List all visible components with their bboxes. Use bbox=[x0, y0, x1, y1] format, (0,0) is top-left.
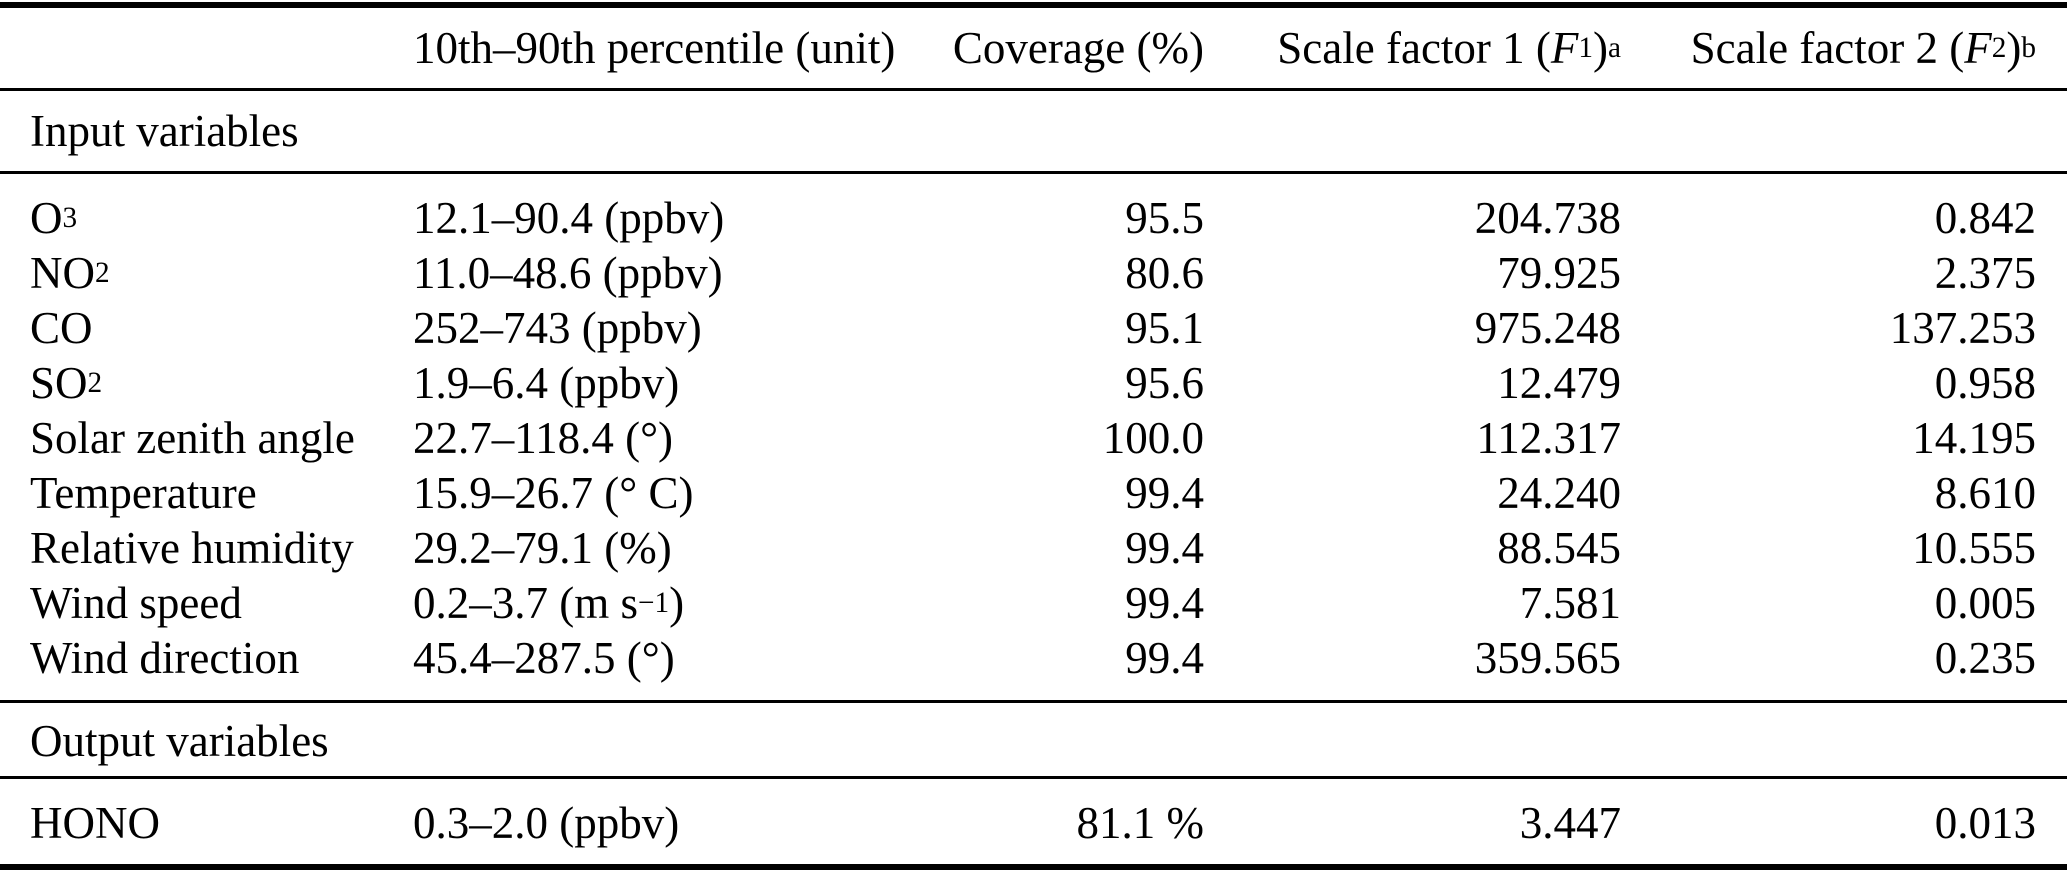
cell-scale-factor-2: 8.610 bbox=[1934, 467, 2036, 518]
cell-scale-factor-1: 204.738 bbox=[1474, 192, 1621, 243]
column-header-scale-factor-2: Scale factor 2 (F 2) b bbox=[1690, 23, 2036, 73]
cell-coverage: 80.6 bbox=[1125, 247, 1204, 298]
table-rule-below-input-title bbox=[0, 171, 2067, 174]
cell-scale-factor-2: 0.235 bbox=[1934, 632, 2036, 683]
cell-percentile: 22.7–118.4 (°) bbox=[413, 412, 674, 463]
cell-scale-factor-2: 14.195 bbox=[1912, 412, 2036, 463]
cell-coverage: 81.1 % bbox=[1076, 798, 1205, 848]
table-row: Wind speed 0.2–3.7 (m s −1) 99.4 7.581 0.005 bbox=[0, 575, 2067, 630]
cell-scale-factor-2: 0.005 bbox=[1934, 577, 2036, 628]
table-row: O 3 12.1–90.4 (ppbv) 95.5 204.738 0.842 bbox=[0, 190, 2067, 245]
table-row: Relative humidity 29.2–79.1 (%) 99.4 88.545… bbox=[0, 520, 2067, 575]
cell-variable: Wind direction bbox=[30, 632, 300, 683]
cell-percentile: 11.0–48.6 (ppbv) bbox=[413, 247, 723, 298]
cell-percentile: 45.4–287.5 (°) bbox=[413, 632, 675, 683]
cell-scale-factor-1: 359.565 bbox=[1474, 632, 1621, 683]
table-row: NO 2 11.0–48.6 (ppbv) 80.6 79.925 2.375 bbox=[0, 245, 2067, 300]
cell-scale-factor-1: 7.581 bbox=[1519, 577, 1621, 628]
table-row: Wind direction 45.4–287.5 (°) 99.4 359.565 0… bbox=[0, 630, 2067, 685]
cell-variable: CO bbox=[30, 302, 93, 353]
cell-variable: Relative humidity bbox=[30, 522, 354, 573]
cell-coverage: 95.6 bbox=[1125, 357, 1204, 408]
column-header-variable bbox=[30, 10, 400, 86]
cell-scale-factor-1: 975.248 bbox=[1474, 302, 1621, 353]
table-row: CO 252–743 (ppbv) 95.1 975.248 137.253 bbox=[0, 300, 2067, 355]
cell-coverage: 99.4 bbox=[1125, 467, 1204, 518]
cell-scale-factor-2: 0.842 bbox=[1934, 192, 2036, 243]
cell-percentile: 12.1–90.4 (ppbv) bbox=[413, 192, 725, 243]
cell-percentile: 0.2–3.7 (m s −1) bbox=[413, 577, 685, 628]
table-header-row: 10th–90th percentile (unit) Coverage (%)… bbox=[0, 10, 2067, 86]
cell-percentile: 252–743 (ppbv) bbox=[413, 302, 702, 353]
cell-coverage: 95.5 bbox=[1125, 192, 1204, 243]
output-variables-rows: HONO 0.3–2.0 (ppbv) 81.1 % 3.447 0.013 bbox=[0, 788, 2067, 858]
table-row: Solar zenith angle 22.7–118.4 (°) 100.0 112… bbox=[0, 410, 2067, 465]
table-rule-above-output-title bbox=[0, 700, 2067, 703]
cell-percentile: 1.9–6.4 (ppbv) bbox=[413, 357, 680, 408]
cell-variable: SO 2 bbox=[30, 357, 103, 408]
column-header-percentile: 10th–90th percentile (unit) bbox=[413, 23, 896, 73]
cell-scale-factor-1: 12.479 bbox=[1497, 357, 1621, 408]
table-row: HONO 0.3–2.0 (ppbv) 81.1 % 3.447 0.013 bbox=[0, 788, 2067, 858]
column-header-coverage: Coverage (%) bbox=[952, 23, 1204, 73]
cell-scale-factor-2: 10.555 bbox=[1912, 522, 2036, 573]
table-rule-below-output-title bbox=[0, 776, 2067, 779]
cell-coverage: 99.4 bbox=[1125, 522, 1204, 573]
cell-scale-factor-1: 88.545 bbox=[1497, 522, 1621, 573]
cell-percentile: 0.3–2.0 (ppbv) bbox=[413, 798, 680, 848]
section-title-input-variables: Input variables bbox=[30, 106, 299, 156]
cell-scale-factor-2: 0.958 bbox=[1934, 357, 2036, 408]
input-variables-rows: O 3 12.1–90.4 (ppbv) 95.5 204.738 0.842 NO 2 11.… bbox=[0, 190, 2067, 685]
cell-variable: Temperature bbox=[30, 467, 257, 518]
cell-coverage: 100.0 bbox=[1102, 412, 1204, 463]
table-row: SO 2 1.9–6.4 (ppbv) 95.6 12.479 0.958 bbox=[0, 355, 2067, 410]
cell-variable: HONO bbox=[30, 798, 160, 848]
column-header-scale-factor-1: Scale factor 1 (F 1) a bbox=[1277, 23, 1621, 73]
cell-percentile: 29.2–79.1 (%) bbox=[413, 522, 672, 573]
cell-scale-factor-1: 3.447 bbox=[1519, 798, 1621, 848]
cell-scale-factor-1: 112.317 bbox=[1476, 412, 1621, 463]
table-rule-bottom bbox=[0, 864, 2067, 870]
table-rule-top bbox=[0, 2, 2067, 8]
table-row: Temperature 15.9–26.7 (° C) 99.4 24.240 8.61… bbox=[0, 465, 2067, 520]
cell-scale-factor-2: 0.013 bbox=[1934, 798, 2036, 848]
cell-coverage: 95.1 bbox=[1125, 302, 1204, 353]
table-rule-below-header bbox=[0, 88, 2067, 91]
cell-coverage: 99.4 bbox=[1125, 632, 1204, 683]
cell-scale-factor-1: 24.240 bbox=[1497, 467, 1621, 518]
section-title-output-variables: Output variables bbox=[30, 716, 329, 766]
cell-scale-factor-2: 2.375 bbox=[1934, 247, 2036, 298]
cell-variable: NO 2 bbox=[30, 247, 110, 298]
cell-coverage: 99.4 bbox=[1125, 577, 1204, 628]
cell-variable: Solar zenith angle bbox=[30, 412, 355, 463]
cell-variable: Wind speed bbox=[30, 577, 242, 628]
cell-scale-factor-1: 79.925 bbox=[1497, 247, 1621, 298]
cell-percentile: 15.9–26.7 (° C) bbox=[413, 467, 694, 518]
cell-scale-factor-2: 137.253 bbox=[1889, 302, 2036, 353]
